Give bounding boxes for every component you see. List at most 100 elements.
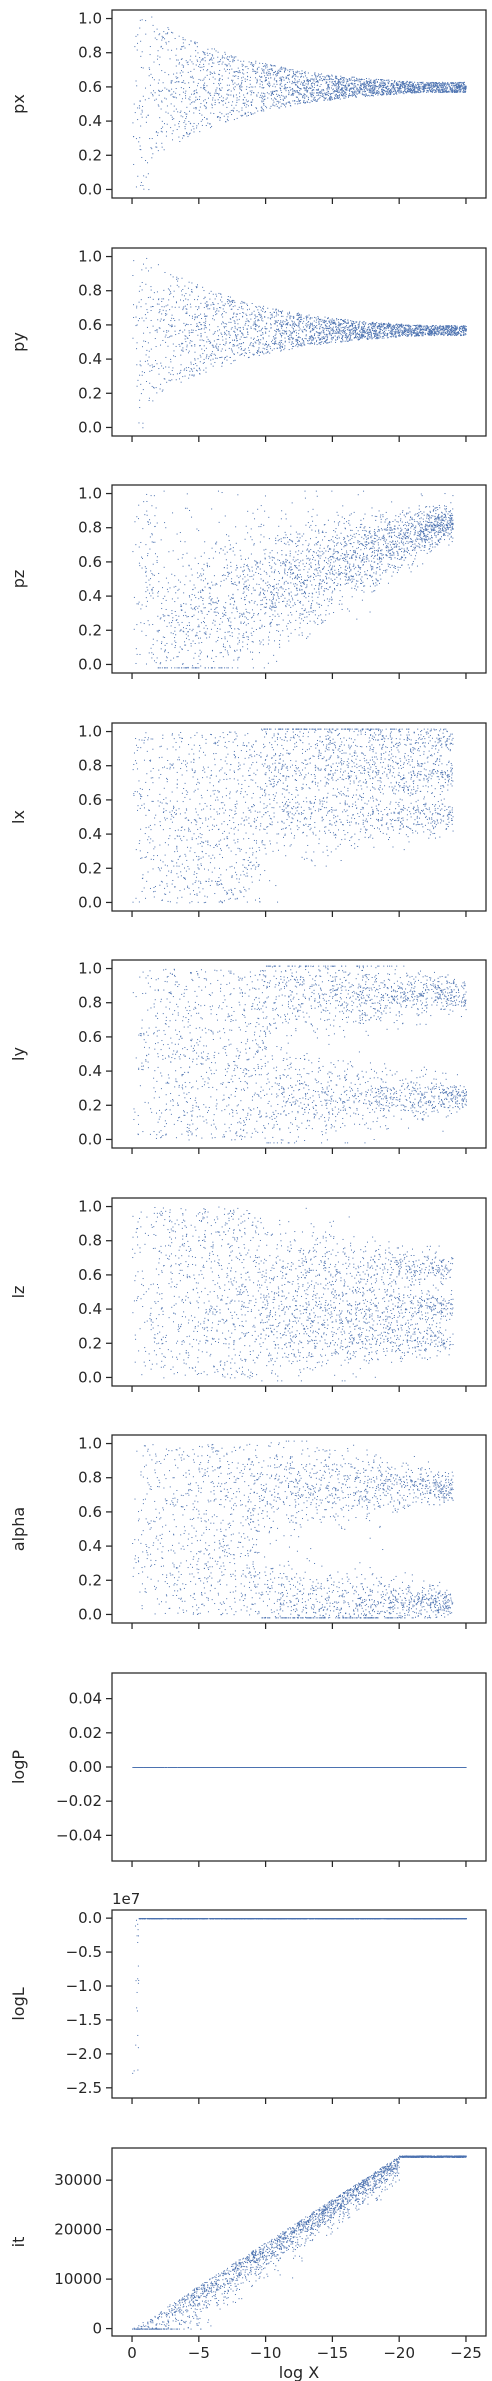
data-point (355, 96, 357, 98)
data-point (292, 316, 294, 318)
data-point (278, 328, 280, 330)
data-point (433, 329, 435, 331)
data-point (451, 81, 453, 83)
data-point (343, 84, 345, 86)
data-point (393, 336, 395, 338)
data-point (233, 353, 235, 355)
data-point (332, 92, 334, 94)
data-point (151, 157, 153, 159)
data-point (270, 324, 272, 326)
data-point (258, 347, 260, 349)
data-point (355, 327, 357, 329)
data-point (140, 383, 142, 385)
data-point (438, 90, 440, 92)
data-point (428, 87, 430, 89)
data-point (405, 92, 407, 94)
data-point (346, 339, 348, 341)
data-point (198, 78, 200, 80)
data-point (414, 324, 415, 326)
subplot-px: 0.00.20.40.60.81.0px (9, 9, 487, 204)
data-point (258, 319, 260, 321)
data-point (244, 112, 246, 114)
data-point (207, 69, 209, 71)
data-point (293, 81, 295, 83)
data-point (378, 337, 380, 339)
data-point (328, 86, 330, 88)
scatter-points-px (132, 16, 467, 191)
data-point (153, 292, 155, 294)
data-point (255, 316, 257, 318)
data-point (409, 85, 411, 87)
data-point (242, 333, 244, 335)
data-point (177, 77, 179, 79)
data-point (189, 76, 191, 78)
data-point (208, 78, 210, 80)
data-point (306, 91, 308, 93)
data-point (400, 82, 402, 84)
data-point (292, 70, 294, 72)
data-point (199, 322, 201, 324)
data-point (451, 334, 453, 336)
data-point (363, 89, 365, 91)
data-point (243, 355, 245, 357)
data-point (193, 107, 195, 109)
data-point (398, 334, 400, 336)
data-point (436, 333, 438, 335)
data-point (224, 57, 226, 59)
data-point (210, 58, 212, 60)
data-point (157, 319, 159, 321)
data-point (322, 96, 324, 98)
data-point (359, 90, 361, 92)
data-point (249, 344, 251, 346)
data-point (397, 84, 399, 86)
data-point (276, 105, 278, 107)
data-point (403, 324, 405, 326)
data-point (282, 98, 284, 100)
data-point (379, 86, 381, 88)
data-point (460, 91, 462, 93)
data-point (386, 92, 387, 94)
data-point (296, 96, 298, 98)
data-point (140, 125, 142, 127)
data-point (237, 76, 239, 78)
data-point (219, 78, 221, 80)
data-point (313, 78, 315, 80)
data-point (319, 334, 321, 336)
data-point (443, 91, 445, 93)
data-point (398, 329, 400, 331)
data-point (166, 131, 168, 133)
data-point (237, 59, 239, 61)
data-point (148, 189, 150, 191)
data-point (135, 316, 137, 318)
data-point (232, 345, 234, 347)
data-point (249, 352, 251, 354)
data-point (156, 28, 158, 30)
data-point (392, 329, 394, 331)
data-point (296, 318, 298, 320)
data-point (281, 78, 283, 80)
data-point (438, 330, 440, 332)
data-point (288, 101, 290, 103)
data-point (205, 125, 207, 127)
data-point (225, 70, 227, 72)
data-point (355, 327, 357, 329)
data-point (359, 92, 361, 94)
data-point (416, 335, 418, 337)
data-point (279, 87, 281, 89)
data-point (163, 378, 165, 380)
data-point (178, 306, 180, 308)
data-point (341, 87, 343, 89)
data-point (297, 98, 299, 100)
data-point (369, 90, 371, 92)
data-point (431, 85, 433, 87)
data-point (385, 91, 387, 93)
data-point (230, 303, 232, 305)
data-point (284, 86, 286, 88)
data-point (371, 338, 373, 340)
data-point (142, 422, 144, 424)
data-point (362, 93, 364, 95)
data-point (208, 340, 210, 342)
data-point (417, 334, 419, 336)
data-point (322, 78, 324, 80)
data-point (303, 76, 305, 78)
